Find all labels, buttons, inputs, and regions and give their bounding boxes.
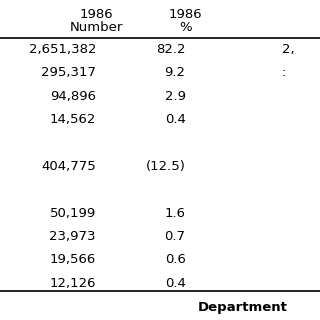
Text: 0.7: 0.7 <box>164 230 186 243</box>
Text: (12.5): (12.5) <box>146 160 186 173</box>
Text: %: % <box>179 21 192 34</box>
Text: 14,562: 14,562 <box>50 113 96 126</box>
Text: 0.4: 0.4 <box>165 113 186 126</box>
Text: 23,973: 23,973 <box>50 230 96 243</box>
Text: 295,317: 295,317 <box>41 67 96 79</box>
Text: 0.6: 0.6 <box>165 253 186 266</box>
Text: 19,566: 19,566 <box>50 253 96 266</box>
Text: Department: Department <box>198 301 288 314</box>
Text: Number: Number <box>69 21 123 34</box>
Text: 50,199: 50,199 <box>50 207 96 220</box>
Text: 12,126: 12,126 <box>50 277 96 290</box>
Text: 94,896: 94,896 <box>50 90 96 103</box>
Text: 1986: 1986 <box>79 8 113 21</box>
Text: 0.4: 0.4 <box>165 277 186 290</box>
Text: :: : <box>282 67 286 79</box>
Text: 404,775: 404,775 <box>41 160 96 173</box>
Text: 2.9: 2.9 <box>164 90 186 103</box>
Text: 2,: 2, <box>282 43 294 56</box>
Text: 82.2: 82.2 <box>156 43 186 56</box>
Text: 1986: 1986 <box>169 8 203 21</box>
Text: 2,651,382: 2,651,382 <box>28 43 96 56</box>
Text: 9.2: 9.2 <box>164 67 186 79</box>
Text: 1.6: 1.6 <box>164 207 186 220</box>
